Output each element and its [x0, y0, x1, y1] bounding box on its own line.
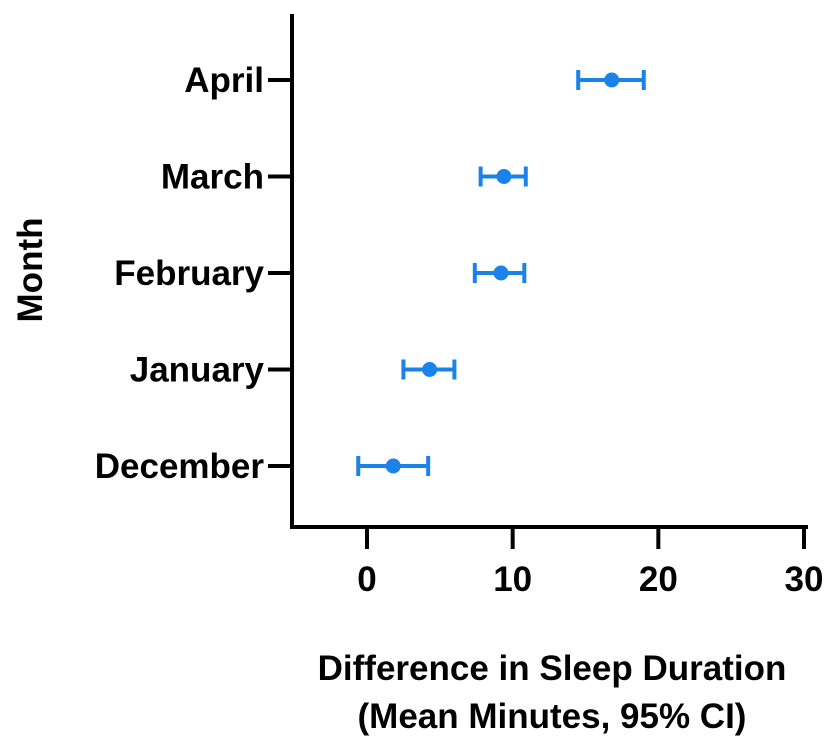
x-tick-label: 10 — [493, 560, 532, 599]
y-tick-label: December — [95, 447, 265, 486]
y-axis-ticks: April March February January December — [95, 61, 292, 486]
y-tick-label: March — [161, 158, 264, 197]
x-axis-ticks: 0 10 20 30 — [357, 527, 823, 599]
y-tick-label: February — [114, 254, 264, 293]
data-points — [356, 70, 646, 476]
x-tick-label: 0 — [357, 560, 376, 599]
data-point-group — [356, 456, 431, 476]
x-axis-title-line-2: (Mean Minutes, 95% CI) — [358, 697, 747, 736]
y-tick-label: January — [130, 351, 265, 390]
mean-point — [493, 265, 509, 281]
y-axis-title: Month — [11, 218, 50, 323]
mean-point — [422, 362, 438, 377]
x-tick-label: 30 — [785, 560, 824, 599]
mean-point — [496, 169, 512, 184]
data-point-group — [478, 166, 528, 187]
mean-point — [385, 458, 401, 474]
data-point-group — [472, 263, 527, 283]
data-point-group — [401, 359, 457, 380]
plot-area: April March February January December 0 10 20 3… — [95, 14, 823, 599]
x-axis-title-line-1: Difference in Sleep Duration — [318, 649, 787, 688]
y-tick-label: April — [184, 61, 264, 100]
x-tick-label: 20 — [639, 560, 678, 599]
mean-point — [604, 72, 620, 88]
data-point-group — [576, 70, 646, 90]
